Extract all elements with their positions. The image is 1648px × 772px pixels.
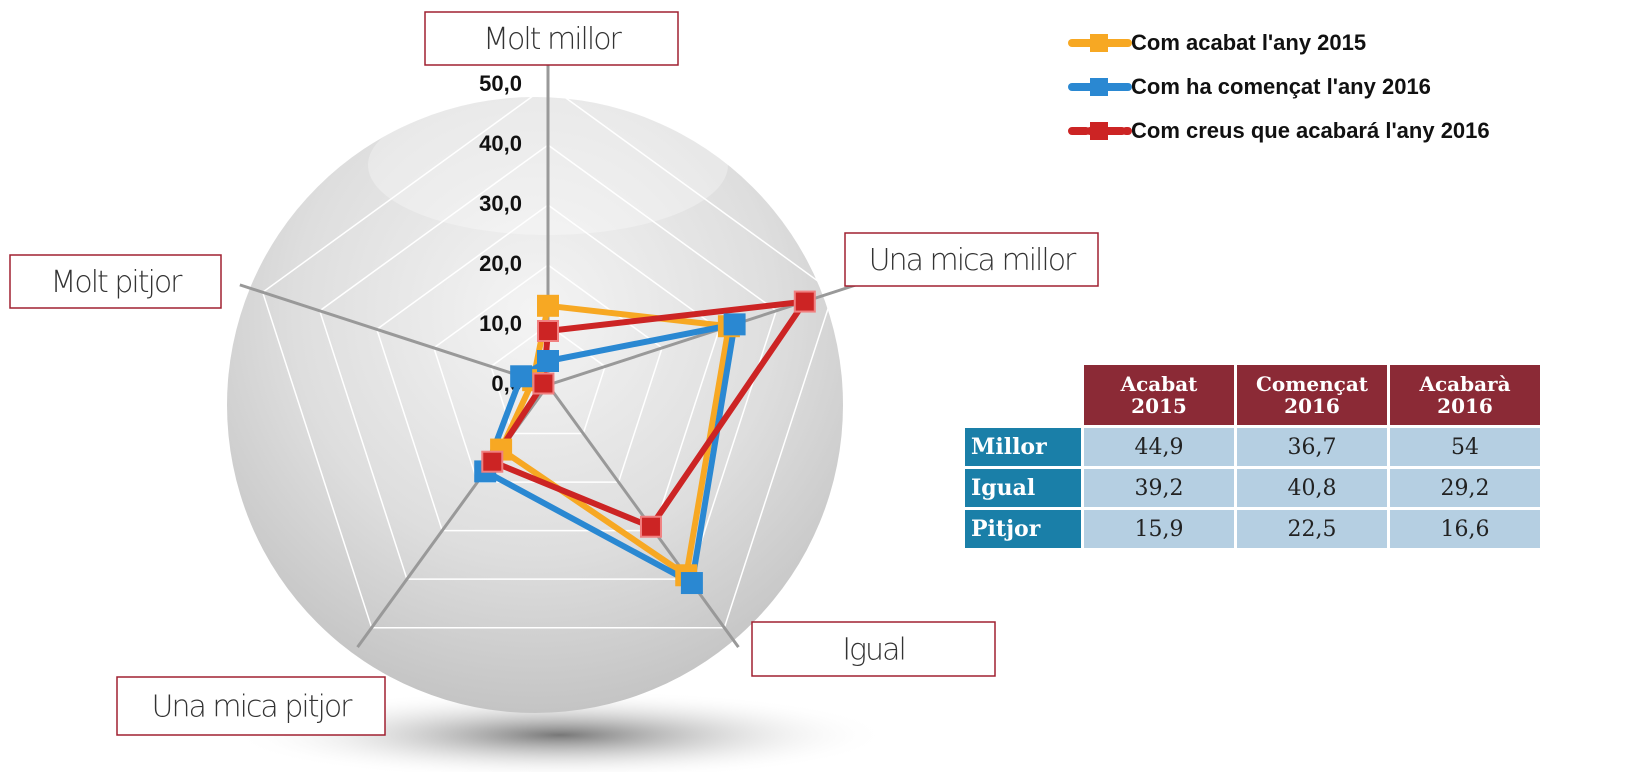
grid-line bbox=[375, 204, 721, 532]
table-cell: 39,2 bbox=[1081, 466, 1237, 510]
legend-marker bbox=[1090, 34, 1108, 52]
marker bbox=[537, 350, 559, 372]
axis-label-box bbox=[751, 621, 996, 677]
marker bbox=[723, 313, 746, 336]
table-cell: 15,9 bbox=[1081, 507, 1237, 551]
marker bbox=[793, 290, 816, 313]
marker bbox=[532, 372, 555, 395]
axis-label: Una mica pitjor bbox=[151, 690, 353, 725]
grid-line bbox=[318, 144, 778, 580]
axis-label-box bbox=[424, 11, 679, 66]
table-cell: 54 bbox=[1387, 425, 1543, 469]
row-header: Igual bbox=[962, 466, 1084, 510]
y-tick-label: 20,0 bbox=[479, 251, 522, 276]
marker bbox=[680, 572, 703, 595]
axis-label-box bbox=[9, 254, 222, 309]
shadow bbox=[230, 690, 890, 772]
table-cell: 44,9 bbox=[1081, 425, 1237, 469]
axis-label: Molt pitjor bbox=[50, 265, 183, 300]
grid-line bbox=[261, 84, 835, 629]
legend-label: Com creus que acabará l'any 2016 bbox=[1131, 118, 1490, 143]
column-header: Acabat 2015 bbox=[1081, 362, 1237, 428]
marker bbox=[537, 294, 559, 317]
table-cell: 29,2 bbox=[1387, 466, 1543, 510]
column-header: Acabarà 2016 bbox=[1387, 362, 1543, 428]
table-cell: 22,5 bbox=[1234, 507, 1390, 551]
legend-label: Com acabat l'any 2015 bbox=[1131, 30, 1366, 55]
table-row: Pitjor 15,9 22,5 16,6 bbox=[962, 507, 1543, 551]
axis-label: Una mica millor bbox=[869, 243, 1077, 278]
grid-line bbox=[490, 324, 606, 435]
legend-marker bbox=[1090, 122, 1108, 140]
axis-label: Igual bbox=[842, 633, 905, 668]
legend-label: Com ha començat l'any 2016 bbox=[1131, 74, 1431, 99]
legend-marker bbox=[1090, 78, 1108, 96]
marker bbox=[537, 320, 559, 342]
y-tick-label: 10,0 bbox=[479, 311, 522, 336]
axis-label-box bbox=[844, 232, 1099, 287]
table-cell: 16,6 bbox=[1387, 507, 1543, 551]
table-cell: 40,8 bbox=[1234, 466, 1390, 510]
corner bbox=[962, 362, 1084, 428]
y-tick-label: 50,0 bbox=[479, 71, 522, 96]
marker bbox=[639, 515, 662, 538]
table-cell: 36,7 bbox=[1234, 425, 1390, 469]
header-row: Acabat 2015 Començat 2016 Acabarà 2016 bbox=[962, 362, 1543, 428]
axis-line bbox=[239, 283, 549, 387]
table-row: Igual 39,2 40,8 29,2 bbox=[962, 466, 1543, 510]
axis-label-box bbox=[116, 676, 386, 736]
column-header: Començat 2016 bbox=[1234, 362, 1390, 428]
row-header: Pitjor bbox=[962, 507, 1084, 551]
y-tick-label: 40,0 bbox=[479, 131, 522, 156]
y-tick-label: 30,0 bbox=[479, 191, 522, 216]
data-table: Acabat 2015 Començat 2016 Acabarà 2016 Mill… bbox=[962, 362, 1543, 551]
table-row: Millor 44,9 36,7 54 bbox=[962, 425, 1543, 469]
marker bbox=[510, 365, 533, 388]
marker bbox=[481, 450, 504, 473]
axis-label: Molt millor bbox=[483, 22, 622, 57]
row-header: Millor bbox=[962, 425, 1084, 469]
